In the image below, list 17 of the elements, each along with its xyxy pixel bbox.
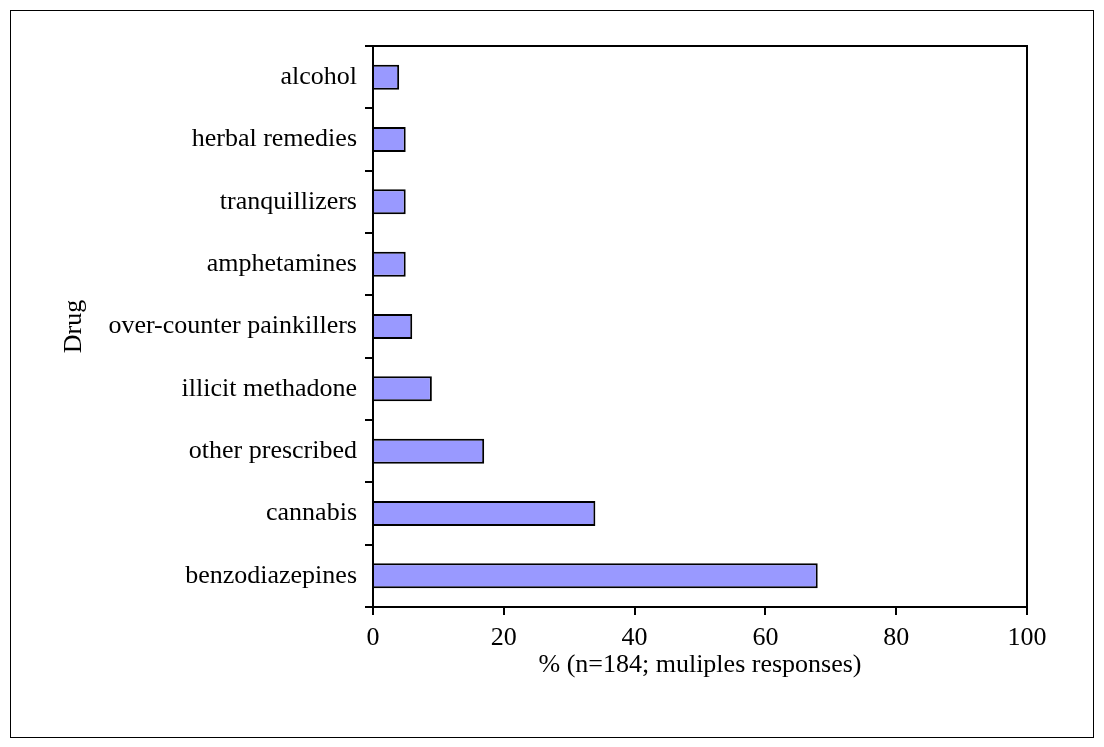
y-tick-label: tranquillizers	[219, 185, 357, 215]
x-tick-label: 0	[366, 622, 380, 652]
y-tick-label: other prescribed	[188, 434, 357, 464]
y-tick-label: alcohol	[280, 60, 357, 90]
y-tick-label: cannabis	[266, 497, 357, 527]
x-tick-label: 60	[752, 622, 779, 652]
x-tick-label: 80	[883, 622, 910, 652]
x-tick-label: 20	[490, 622, 517, 652]
y-tick-label: amphetamines	[206, 247, 357, 277]
x-tick-label: 100	[1007, 622, 1047, 652]
x-axis-title: % (n=184; muliples responses)	[538, 649, 862, 679]
y-tick-label: benzodiazepines	[185, 559, 357, 589]
y-tick-label: over-counter painkillers	[108, 310, 357, 340]
x-tick-label: 40	[621, 622, 648, 652]
y-tick-label: illicit methadone	[181, 372, 357, 402]
y-axis-title: Drug	[58, 299, 88, 354]
y-tick-label: herbal remedies	[191, 123, 357, 153]
